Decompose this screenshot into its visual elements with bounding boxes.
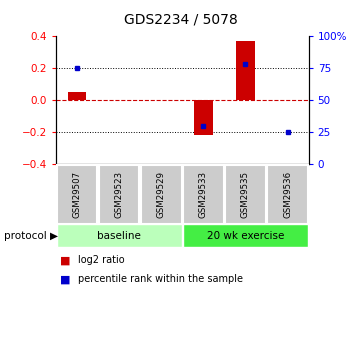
Text: percentile rank within the sample: percentile rank within the sample (78, 274, 243, 284)
Text: ■: ■ (60, 274, 70, 284)
Text: GSM29523: GSM29523 (115, 170, 123, 218)
Text: GSM29529: GSM29529 (157, 170, 166, 218)
Text: GSM29535: GSM29535 (241, 170, 250, 218)
Text: GSM29536: GSM29536 (283, 170, 292, 218)
Bar (68, 92, 87, 100)
Text: GSM29533: GSM29533 (199, 170, 208, 218)
Text: log2 ratio: log2 ratio (78, 255, 124, 265)
Bar (236, 41, 255, 100)
Text: baseline: baseline (97, 231, 141, 241)
Text: ■: ■ (60, 255, 70, 265)
Bar (194, 100, 213, 135)
Text: GSM29507: GSM29507 (73, 170, 82, 218)
Text: 20 wk exercise: 20 wk exercise (207, 231, 284, 241)
Text: GDS2234 / 5078: GDS2234 / 5078 (123, 12, 238, 26)
Text: protocol ▶: protocol ▶ (4, 231, 58, 241)
